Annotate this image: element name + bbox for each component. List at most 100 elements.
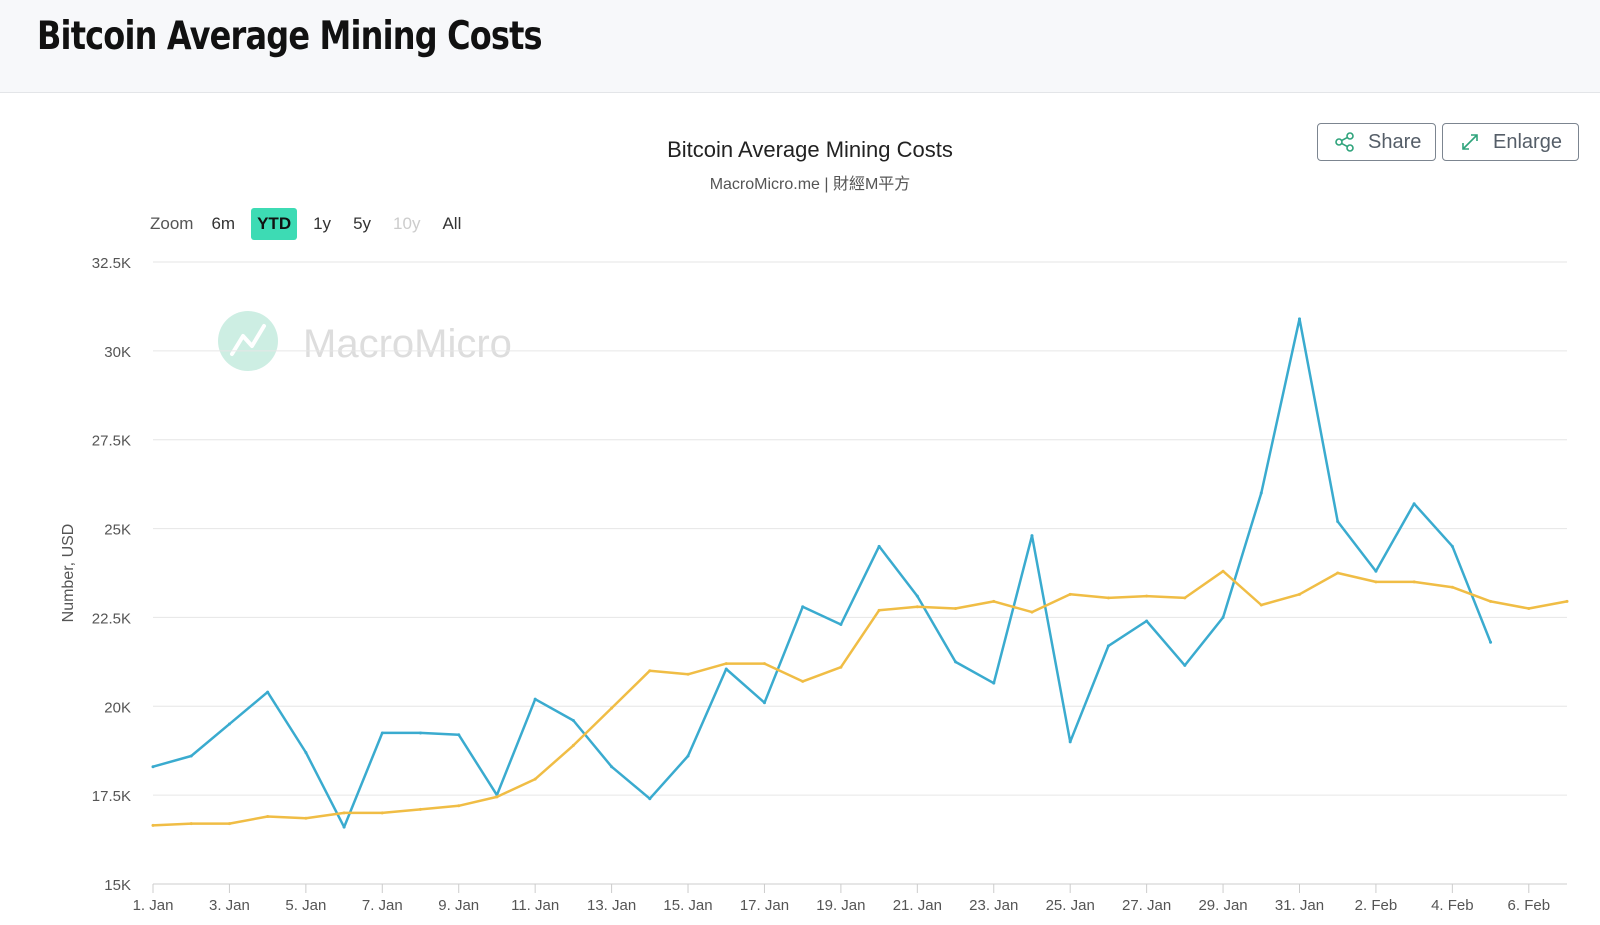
- series-1-point: [151, 765, 155, 769]
- zoom-option-ytd[interactable]: YTD: [251, 208, 298, 240]
- series-1-point: [724, 667, 728, 671]
- series-2-point: [227, 822, 231, 826]
- x-tick-label: 5. Jan: [285, 897, 326, 914]
- series-2-point: [762, 662, 766, 666]
- x-tick-label: 25. Jan: [1046, 897, 1095, 914]
- series-2-point: [495, 795, 499, 799]
- zoom-option-5y[interactable]: 5y: [353, 214, 372, 233]
- y-tick-label: 32.5K: [92, 255, 131, 272]
- series-2-point: [151, 823, 155, 827]
- series-2-point: [189, 822, 193, 826]
- series-1-point: [762, 701, 766, 705]
- series-1-point: [266, 690, 270, 694]
- series-1-point: [1489, 640, 1493, 644]
- watermark: MacroMicro: [218, 311, 512, 371]
- series-2-point: [1527, 607, 1531, 611]
- series-1-point: [1068, 740, 1072, 744]
- series-1-point: [1221, 615, 1225, 619]
- y-tick-label: 17.5K: [92, 788, 131, 805]
- x-tick-label: 17. Jan: [740, 897, 789, 914]
- series-2-point: [839, 665, 843, 669]
- x-tick-label: 31. Jan: [1275, 897, 1324, 914]
- series-2-point: [266, 814, 270, 818]
- x-tick-label: 3. Jan: [209, 897, 250, 914]
- series-1-point: [1030, 534, 1034, 538]
- expand-icon: [1459, 131, 1481, 153]
- series-line-2: [151, 569, 1569, 827]
- series-2-point: [419, 807, 423, 811]
- series-2-point: [1030, 610, 1034, 614]
- chart-title: Bitcoin Average Mining Costs: [667, 137, 953, 162]
- zoom-label: Zoom: [150, 214, 194, 233]
- series-2-point: [1489, 599, 1493, 603]
- series-line-1: [151, 317, 1492, 829]
- series-2-point: [610, 706, 614, 710]
- x-axis: 1. Jan 3. Jan 5. Jan 7. Jan 9. Jan 11. Jan 13.…: [133, 884, 1550, 914]
- x-tick-label: 7. Jan: [362, 897, 403, 914]
- series-2-point: [1068, 592, 1072, 596]
- zoom-option-all[interactable]: All: [442, 214, 462, 233]
- series-2-point: [457, 804, 461, 808]
- enlarge-label: Enlarge: [1493, 130, 1562, 153]
- series-2-point: [1297, 592, 1301, 596]
- series-2-point: [380, 811, 384, 815]
- watermark-logo-mark: [230, 324, 266, 356]
- series-1-point: [419, 731, 423, 735]
- series-1-point: [342, 825, 346, 829]
- series-1-point: [801, 605, 805, 609]
- x-tick-label: 4. Feb: [1431, 897, 1474, 914]
- enlarge-button[interactable]: Enlarge: [1442, 123, 1579, 161]
- series-2-point: [954, 607, 958, 611]
- zoom-option-1y[interactable]: 1y: [313, 214, 332, 233]
- series-2-point: [915, 605, 919, 609]
- series-2-point: [304, 816, 308, 820]
- y-axis-labels: 15K 17.5K 20K 22.5K 25K 27.5K 30K 32.5K: [92, 255, 131, 894]
- x-tick-label: 1. Jan: [133, 897, 174, 914]
- series-1-point: [686, 754, 690, 758]
- series-2-point: [1145, 594, 1149, 598]
- series-2-point: [1106, 596, 1110, 600]
- series-2-point: [801, 679, 805, 683]
- series-2-point: [1259, 603, 1263, 607]
- zoom-option-6m[interactable]: 6m: [211, 214, 236, 233]
- series-2-point: [992, 599, 996, 603]
- series-2-point: [342, 811, 346, 815]
- series-1-point: [571, 719, 575, 723]
- series-1-point: [877, 544, 881, 548]
- x-tick-label: 6. Feb: [1508, 897, 1551, 914]
- series-2-point: [1450, 585, 1454, 589]
- zoom-selector: Zoom 6m YTD 1y 5y 10y All: [150, 208, 477, 240]
- share-label: Share: [1368, 130, 1422, 153]
- x-tick-label: 27. Jan: [1122, 897, 1171, 914]
- series-2-point: [1221, 569, 1225, 573]
- series-1-point: [380, 731, 384, 735]
- chart-subtitle: MacroMicro.me | 財經M平方: [710, 175, 911, 193]
- x-tick-label: 21. Jan: [893, 897, 942, 914]
- series-1-point: [1450, 544, 1454, 548]
- series-1-point: [1259, 491, 1263, 495]
- y-axis-title: Number, USD: [60, 524, 77, 623]
- series-1-point: [992, 681, 996, 685]
- x-tick-label: 19. Jan: [816, 897, 865, 914]
- series-2-point: [877, 608, 881, 612]
- y-tick-label: 27.5K: [92, 433, 131, 450]
- share-button[interactable]: Share: [1317, 123, 1436, 161]
- zoom-option-10y[interactable]: 10y: [393, 214, 421, 233]
- series-2-point: [648, 669, 652, 673]
- x-tick-label: 11. Jan: [511, 897, 559, 914]
- series-1-point: [1145, 619, 1149, 623]
- series-2-point: [686, 672, 690, 676]
- series-1-point: [1297, 317, 1301, 321]
- series-1-point: [1336, 519, 1340, 523]
- series-layer: [151, 317, 1569, 829]
- series-2-point: [724, 662, 728, 666]
- series-2-point: [571, 743, 575, 747]
- x-tick-label: 29. Jan: [1198, 897, 1247, 914]
- share-icon: [1334, 131, 1356, 153]
- series-1-point: [1183, 663, 1187, 667]
- grid: [153, 261, 1567, 885]
- y-tick-label: 30K: [104, 344, 131, 361]
- series-1-point: [227, 722, 231, 726]
- x-tick-label: 23. Jan: [969, 897, 1018, 914]
